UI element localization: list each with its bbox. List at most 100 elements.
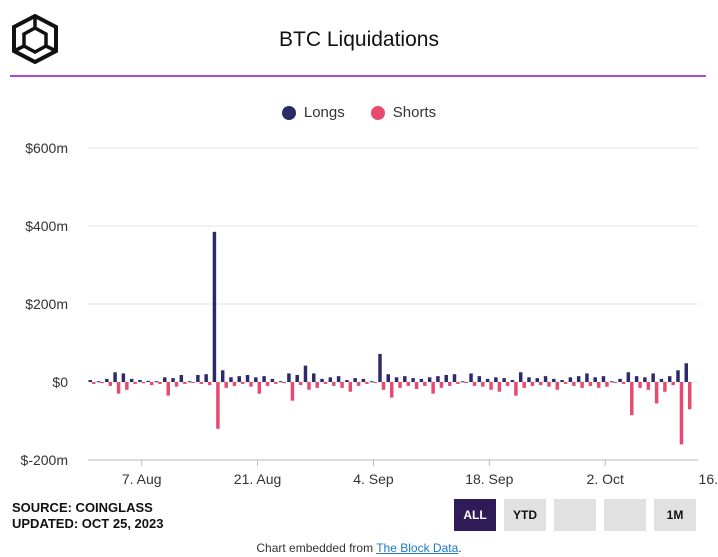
bar-shorts bbox=[613, 382, 617, 383]
bar-longs bbox=[320, 378, 324, 382]
bar-longs bbox=[518, 372, 523, 382]
range-button-blank-2[interactable] bbox=[604, 499, 646, 531]
bar-shorts bbox=[563, 382, 568, 384]
bar-longs bbox=[262, 376, 266, 382]
bar-longs bbox=[618, 378, 622, 382]
bar-shorts bbox=[340, 382, 344, 388]
legend-item-shorts[interactable]: Shorts bbox=[370, 104, 436, 121]
bar-longs bbox=[361, 378, 366, 382]
y-tick-label: $0 bbox=[52, 374, 68, 390]
x-tick-label: 7. Aug bbox=[122, 471, 162, 487]
bar-shorts bbox=[356, 382, 361, 386]
bar-longs bbox=[312, 373, 316, 382]
bar-longs bbox=[171, 378, 175, 382]
bar-shorts bbox=[183, 382, 187, 384]
chart-legend: Longs Shorts bbox=[0, 104, 718, 121]
range-controls: ALL YTD 1M bbox=[454, 499, 696, 531]
bar-longs bbox=[278, 381, 283, 383]
header-divider bbox=[10, 75, 706, 77]
bar-shorts bbox=[381, 382, 386, 390]
bar-longs bbox=[113, 372, 117, 382]
bar-longs bbox=[485, 378, 490, 382]
bar-longs bbox=[179, 374, 184, 382]
header: BTC Liquidations bbox=[0, 0, 718, 77]
bar-shorts bbox=[307, 382, 311, 390]
bar-longs bbox=[469, 373, 473, 382]
bar-longs bbox=[287, 373, 291, 382]
bar-longs bbox=[187, 381, 192, 383]
range-button-all[interactable]: ALL bbox=[454, 499, 496, 531]
bar-shorts bbox=[141, 382, 146, 384]
bar-shorts bbox=[158, 382, 162, 384]
x-tick-label: 2. Oct bbox=[587, 471, 624, 487]
bar-shorts bbox=[108, 382, 113, 386]
y-tick-label: $200m bbox=[25, 296, 68, 312]
bar-longs bbox=[96, 381, 101, 383]
footer-suffix: . bbox=[458, 541, 462, 555]
bar-shorts bbox=[373, 382, 377, 383]
source-note: SOURCE: COINGLASS UPDATED: OCT 25, 2023 bbox=[12, 500, 163, 532]
y-tick-label: $-200m bbox=[21, 452, 68, 468]
bar-shorts bbox=[125, 382, 129, 390]
bar-shorts bbox=[423, 382, 427, 386]
footer-link[interactable]: The Block Data bbox=[376, 541, 459, 555]
bar-longs bbox=[461, 381, 465, 383]
bar-shorts bbox=[216, 382, 220, 429]
legend-item-longs[interactable]: Longs bbox=[281, 104, 345, 121]
range-button-ytd[interactable]: YTD bbox=[504, 499, 546, 531]
chart-title: BTC Liquidations bbox=[279, 28, 439, 51]
legend-dot-longs bbox=[281, 105, 296, 120]
range-button-1m[interactable]: 1M bbox=[654, 499, 696, 531]
bar-longs bbox=[510, 380, 515, 382]
bar-longs bbox=[494, 377, 498, 382]
bar-shorts bbox=[539, 382, 543, 386]
bar-shorts bbox=[191, 382, 195, 383]
bar-shorts bbox=[100, 382, 104, 384]
bar-shorts bbox=[166, 382, 170, 396]
bar-longs bbox=[254, 377, 258, 382]
bar-shorts bbox=[638, 382, 642, 388]
bar-shorts bbox=[199, 382, 204, 384]
bar-longs bbox=[303, 365, 308, 382]
bar-longs bbox=[452, 374, 457, 382]
bar-shorts bbox=[555, 382, 560, 390]
bar-shorts bbox=[290, 382, 295, 401]
bar-longs bbox=[146, 380, 150, 382]
legend-label-longs: Longs bbox=[303, 104, 345, 121]
bar-longs bbox=[436, 376, 440, 382]
bar-shorts bbox=[398, 382, 402, 388]
bar-longs bbox=[386, 374, 390, 382]
bar-shorts bbox=[116, 382, 121, 394]
bar-longs bbox=[593, 377, 597, 382]
bar-longs bbox=[444, 374, 448, 382]
bar-longs bbox=[601, 376, 606, 382]
bar-shorts bbox=[241, 382, 245, 384]
bar-shorts bbox=[688, 382, 692, 410]
cube-logo-icon[interactable] bbox=[10, 14, 60, 64]
bar-shorts bbox=[497, 382, 502, 392]
bar-longs bbox=[643, 377, 647, 382]
x-tick-label: 16. Oct bbox=[699, 471, 718, 487]
bar-shorts bbox=[298, 382, 303, 386]
bar-longs bbox=[212, 231, 217, 382]
bar-shorts bbox=[390, 382, 394, 398]
embed-footer: Chart embedded from The Block Data. bbox=[0, 541, 718, 555]
bar-longs bbox=[403, 376, 407, 382]
legend-dot-shorts bbox=[370, 105, 385, 120]
bar-longs bbox=[129, 378, 134, 382]
bar-longs bbox=[378, 353, 382, 382]
updated-line: UPDATED: OCT 25, 2023 bbox=[12, 516, 164, 531]
bar-shorts bbox=[481, 382, 485, 387]
bar-shorts bbox=[472, 382, 477, 386]
bar-longs bbox=[204, 374, 208, 382]
bar-longs bbox=[229, 377, 233, 382]
bar-shorts bbox=[630, 382, 634, 416]
y-tick-label: $400m bbox=[25, 218, 68, 234]
bar-longs bbox=[676, 370, 680, 382]
bar-longs bbox=[353, 378, 357, 382]
range-button-blank-1[interactable] bbox=[554, 499, 596, 531]
bar-shorts bbox=[489, 382, 493, 390]
bar-shorts bbox=[232, 382, 237, 386]
x-tick-label: 4. Sep bbox=[353, 471, 394, 487]
bar-shorts bbox=[431, 382, 435, 394]
